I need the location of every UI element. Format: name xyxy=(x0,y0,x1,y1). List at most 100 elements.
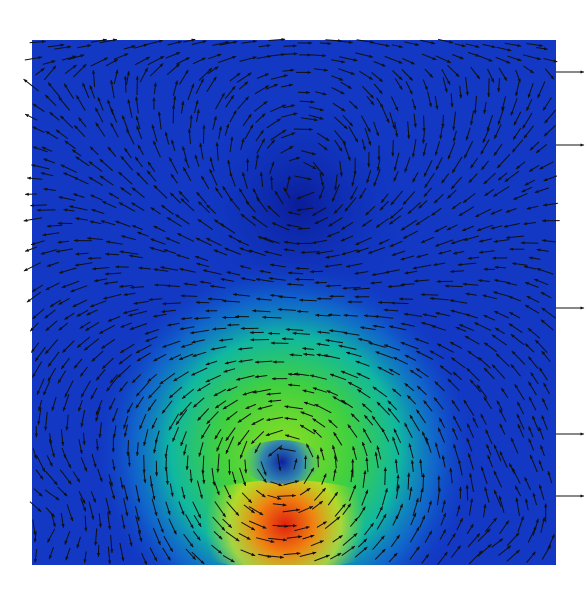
vector-arrow xyxy=(501,96,507,111)
vector-arrow xyxy=(189,114,193,129)
vector-arrow xyxy=(266,139,276,149)
vector-arrow xyxy=(378,238,390,245)
vector-arrow xyxy=(35,469,44,480)
vector-arrow xyxy=(237,239,250,247)
vector-arrow xyxy=(256,196,268,213)
vector-arrow xyxy=(176,254,190,260)
vector-arrow xyxy=(139,67,149,83)
vector-arrow xyxy=(323,354,341,360)
vector-arrow xyxy=(493,124,502,139)
vector-arrow xyxy=(540,291,552,299)
vector-arrow xyxy=(467,452,474,470)
vector-arrow xyxy=(64,140,76,150)
vector-arrow xyxy=(123,484,129,501)
vector-arrow xyxy=(183,282,198,286)
vector-arrow xyxy=(381,105,390,124)
vector-arrow xyxy=(58,297,70,305)
vector-arrow xyxy=(338,344,357,350)
vector-arrow xyxy=(392,356,409,365)
vector-arrow xyxy=(153,184,168,199)
vector-arrow xyxy=(179,326,195,331)
vector-arrow xyxy=(389,112,396,130)
vector-arrow xyxy=(89,146,99,156)
vector-arrow xyxy=(387,400,398,411)
vector-arrow xyxy=(285,327,304,332)
vector-arrow xyxy=(381,488,388,506)
vector-arrow xyxy=(197,408,210,421)
vector-arrow xyxy=(477,357,492,369)
vector-arrow xyxy=(144,39,164,46)
vector-arrow xyxy=(361,403,373,413)
vector-arrow xyxy=(58,96,71,111)
vector-arrow xyxy=(80,409,86,428)
vector-arrow xyxy=(540,516,546,533)
vector-arrow xyxy=(263,250,282,257)
vector-arrow xyxy=(542,202,558,207)
vector-arrow xyxy=(457,459,463,476)
vector-arrow xyxy=(286,282,304,286)
vector-arrow xyxy=(477,279,490,283)
vector-arrow xyxy=(34,346,46,362)
vector-arrow xyxy=(254,375,268,379)
vector-arrow xyxy=(434,381,445,392)
vector-arrow xyxy=(344,197,357,212)
vector-arrow xyxy=(163,249,177,254)
vector-arrow xyxy=(192,501,202,519)
vector-arrow xyxy=(412,172,419,183)
vector-arrow xyxy=(487,78,491,98)
vector-arrow xyxy=(89,85,96,99)
vector-arrow xyxy=(75,156,90,167)
vector-arrow xyxy=(505,235,525,240)
vector-arrow xyxy=(57,370,66,384)
vector-arrow xyxy=(94,528,98,546)
vector-arrow xyxy=(202,124,206,144)
vector-arrow xyxy=(311,239,327,244)
vector-arrow xyxy=(473,95,477,115)
vector-arrow xyxy=(224,360,237,365)
vector-arrow xyxy=(543,58,558,63)
vector-arrow xyxy=(44,94,57,107)
vector-arrow xyxy=(328,419,338,429)
vector-arrow xyxy=(255,153,259,170)
vector-arrow xyxy=(478,238,493,243)
vector-arrow xyxy=(83,338,100,351)
vector-arrow xyxy=(119,477,124,489)
vector-arrow xyxy=(348,126,359,143)
vector-arrow xyxy=(497,106,505,125)
vector-arrow xyxy=(362,428,372,444)
vector-arrow xyxy=(438,417,446,428)
vector-arrow xyxy=(65,414,69,431)
vector-arrow xyxy=(244,459,248,474)
vector-arrow xyxy=(91,350,104,362)
vector-arrow xyxy=(143,429,149,447)
vector-arrow xyxy=(363,314,376,318)
vector-arrow xyxy=(420,293,439,297)
vector-arrow xyxy=(436,487,441,506)
vector-arrow xyxy=(315,250,334,255)
vector-arrow xyxy=(420,236,434,244)
vector-arrow xyxy=(74,125,86,138)
vector-arrow xyxy=(216,437,224,452)
vector-arrow xyxy=(226,501,240,517)
vector-arrow xyxy=(340,370,359,379)
vector-arrow xyxy=(168,157,179,174)
vector-arrow xyxy=(254,442,261,454)
vector-arrow xyxy=(60,115,74,129)
vector-arrow xyxy=(524,343,535,353)
vector-arrow xyxy=(544,109,557,124)
vector-arrow xyxy=(88,501,95,520)
vector-arrow xyxy=(55,129,68,140)
vector-arrow xyxy=(100,220,116,226)
vector-arrow xyxy=(256,468,267,483)
vector-arrow xyxy=(413,279,430,283)
vector-arrow xyxy=(514,383,525,401)
vector-arrow xyxy=(112,459,116,471)
vector-arrow xyxy=(93,278,108,283)
vector-arrow xyxy=(172,426,180,442)
vector-arrow xyxy=(528,396,537,411)
vector-arrow xyxy=(128,254,143,259)
vector-arrow xyxy=(63,83,74,100)
vector-arrow xyxy=(95,399,103,416)
vector-arrow xyxy=(283,187,291,199)
vector-arrow xyxy=(110,107,118,123)
